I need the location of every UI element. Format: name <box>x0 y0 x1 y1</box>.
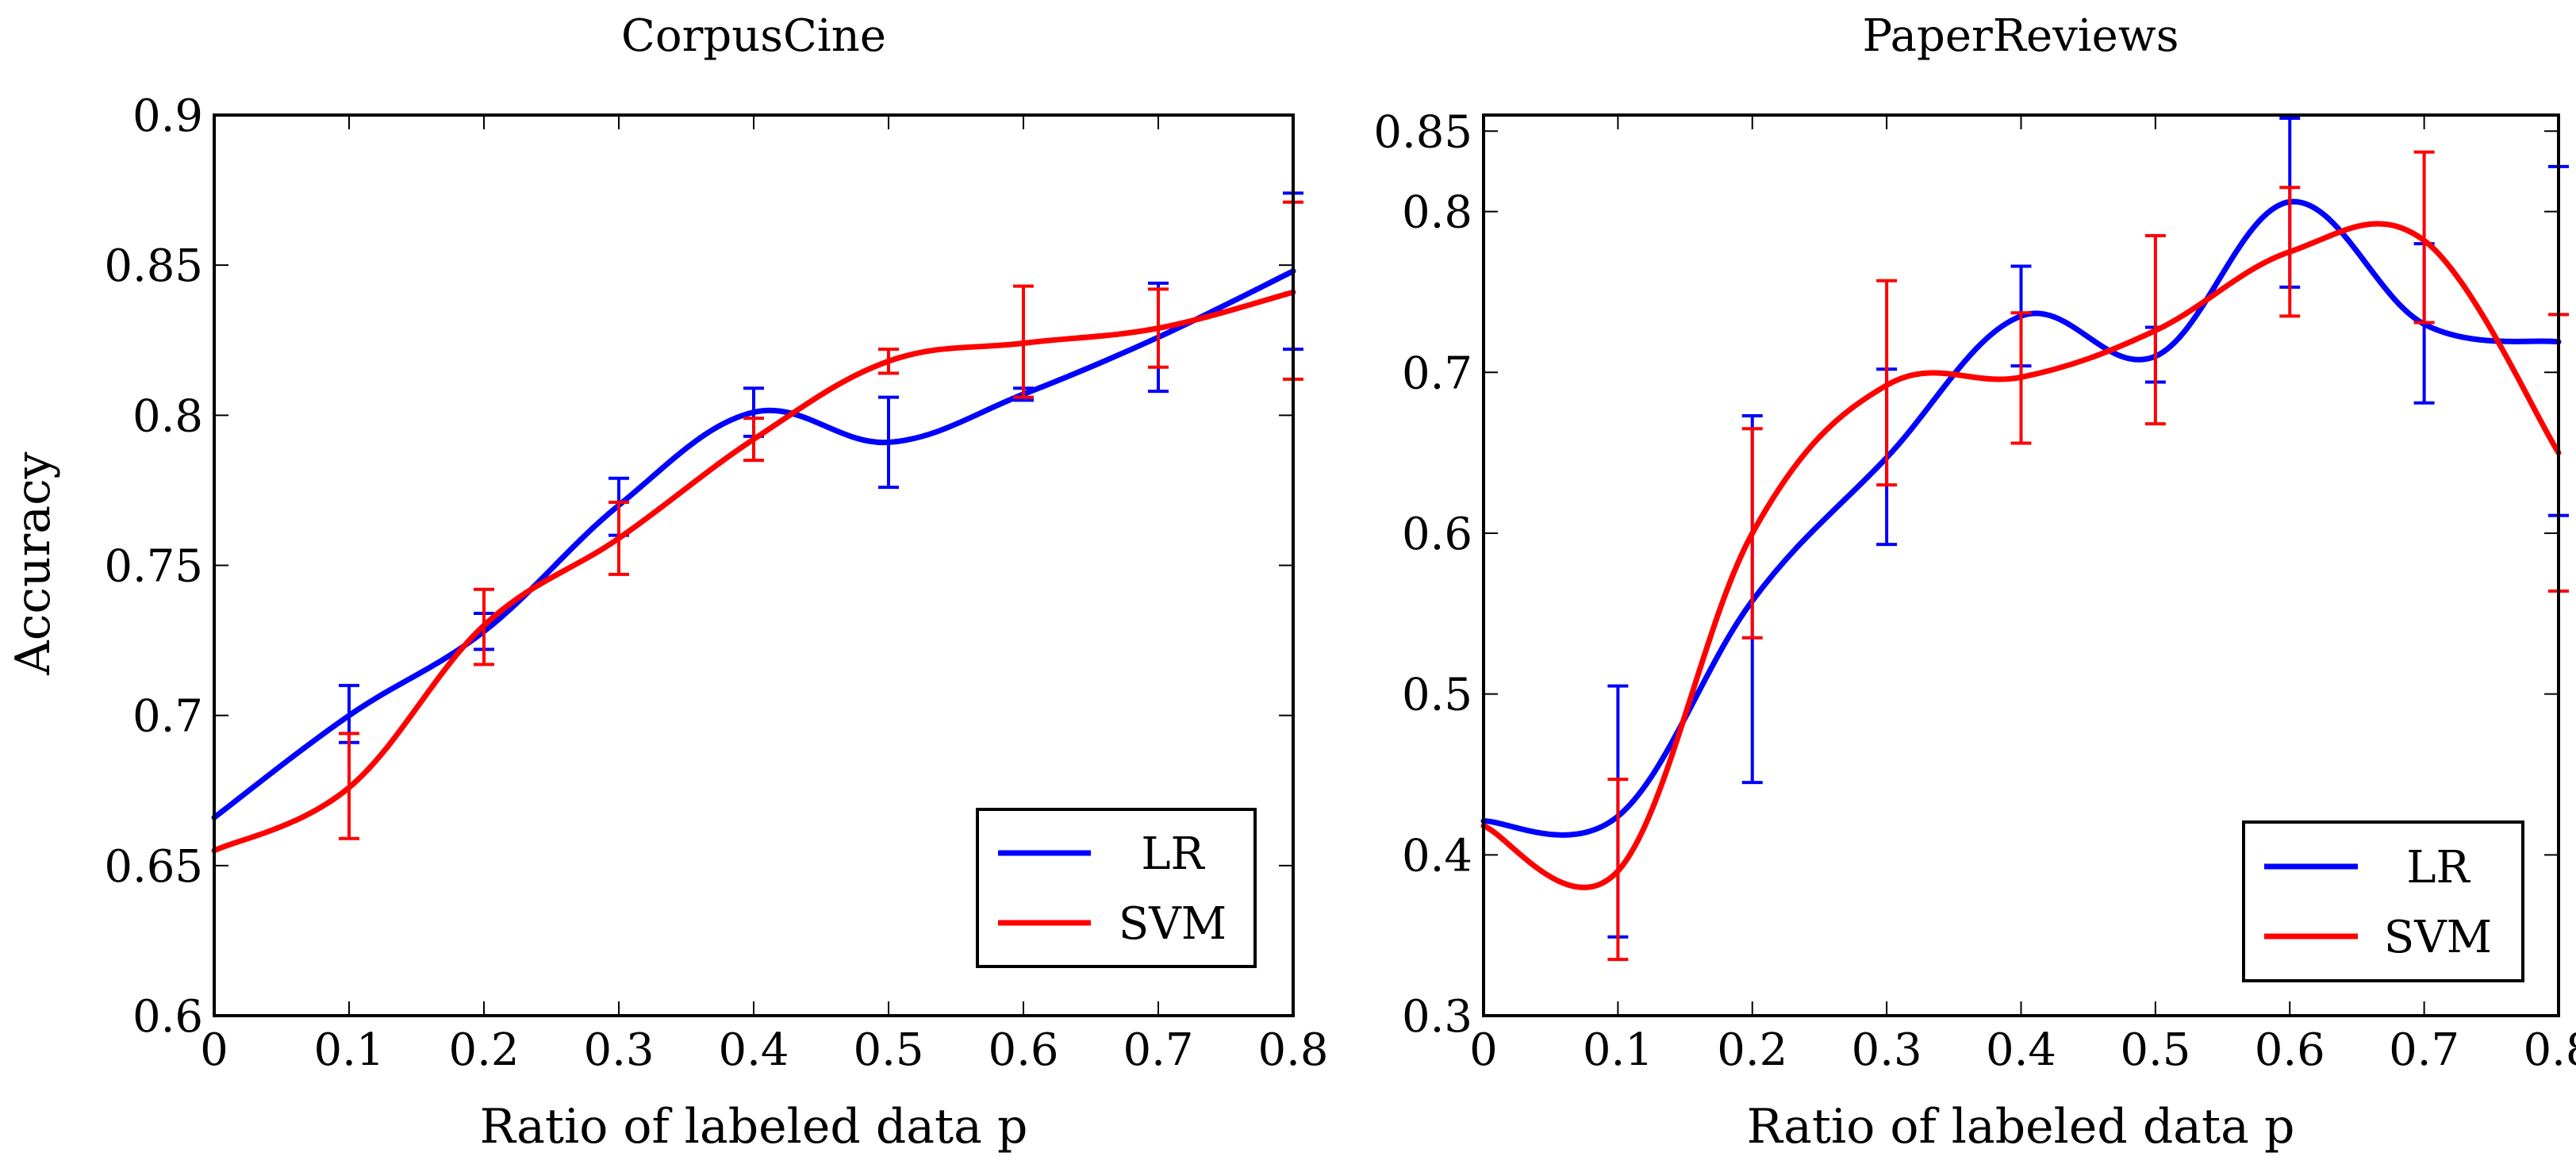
x-tick-label: 0.1 <box>313 1024 384 1076</box>
y-tick-label: 0.7 <box>1402 348 1472 399</box>
y-tick-label: 0.75 <box>104 541 203 593</box>
y-tick-label: 0.9 <box>132 90 203 142</box>
y-tick-label: 0.5 <box>1402 670 1472 721</box>
x-tick-label: 0.3 <box>1852 1024 1922 1076</box>
series-lr <box>1484 118 2569 937</box>
x-tick-label: 0.1 <box>1583 1024 1653 1076</box>
x-tick-label: 0.5 <box>853 1024 923 1076</box>
x-tick-label: 0.4 <box>718 1024 789 1076</box>
x-tick-label: 0.2 <box>1717 1024 1787 1076</box>
x-axis-label: Ratio of labeled data p <box>1747 1099 2295 1155</box>
chart-title: CorpusCine <box>621 10 886 62</box>
y-tick-label: 0.8 <box>1402 187 1472 239</box>
legend: LR SVM <box>2244 822 2523 981</box>
legend-lr-label: LR <box>1141 828 1205 880</box>
y-tick-label: 0.3 <box>1402 991 1472 1043</box>
x-tick-label: 0.8 <box>2523 1024 2576 1076</box>
legend-svm-label: SVM <box>1119 898 1227 950</box>
y-tick-label: 0.7 <box>132 691 203 743</box>
series-line-svm <box>214 292 1293 851</box>
series-svm <box>214 202 1303 851</box>
x-tick-label: 0.7 <box>1123 1024 1193 1076</box>
x-tick-label: 0.3 <box>583 1024 654 1076</box>
series-lr <box>214 193 1303 817</box>
series-group <box>214 193 1303 851</box>
legend-lr-label: LR <box>2406 842 2470 893</box>
x-tick-label: 0.6 <box>988 1024 1058 1076</box>
x-tick-label: 0.2 <box>448 1024 519 1076</box>
y-tick-label: 0.6 <box>1402 509 1472 560</box>
y-tick-label: 0.4 <box>1402 830 1472 882</box>
y-axis-label: Accuracy <box>6 452 61 675</box>
x-tick-label: 0 <box>1469 1024 1498 1076</box>
legend-svm-label: SVM <box>2384 912 2492 963</box>
y-tick-label: 0.6 <box>132 991 203 1043</box>
y-tick-label: 0.8 <box>132 390 203 442</box>
x-tick-label: 0.8 <box>1257 1024 1328 1076</box>
x-tick-label: 0.4 <box>1986 1024 2056 1076</box>
x-tick-label: 0 <box>200 1024 228 1076</box>
x-tick-label: 0.6 <box>2255 1024 2325 1076</box>
chart-title: PaperReviews <box>1863 10 2179 62</box>
x-axis-label: Ratio of labeled data p <box>480 1099 1028 1155</box>
x-tick-label: 0.5 <box>2120 1024 2190 1076</box>
legend: LR SVM <box>977 809 1255 966</box>
chart-corpuscine: CorpusCine Accuracy Ratio of labeled dat… <box>6 10 1329 1155</box>
series-line-lr <box>214 271 1293 818</box>
x-tick-label: 0.7 <box>2389 1024 2459 1076</box>
y-tick-label: 0.65 <box>104 841 203 893</box>
y-tick-label: 0.85 <box>104 240 203 292</box>
y-tick-label: 0.85 <box>1373 106 1472 158</box>
